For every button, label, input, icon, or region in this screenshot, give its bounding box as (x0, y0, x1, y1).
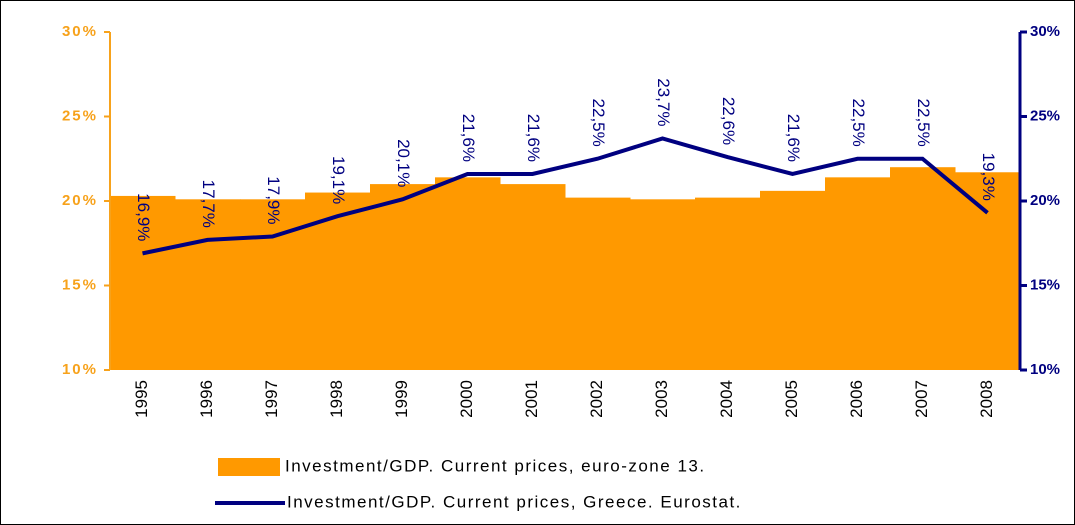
bar (760, 190, 826, 370)
x-tick-label: 2002 (587, 380, 606, 418)
value-label: 21,6% (524, 114, 543, 162)
legend-label: Investment/GDP. Current prices, euro-zon… (285, 456, 706, 475)
y-tick-label: 25% (62, 107, 98, 124)
x-tick-label: 1997 (262, 380, 281, 418)
y2-tick-label: 15% (1030, 276, 1060, 293)
x-tick-label: 1996 (197, 380, 216, 418)
bar (695, 197, 761, 370)
value-label: 21,6% (784, 114, 803, 162)
bar (890, 167, 956, 370)
legend-swatch (218, 458, 280, 476)
x-tick-label: 1999 (392, 380, 411, 418)
y-tick-label: 20% (62, 192, 98, 209)
value-label: 22,5% (589, 99, 608, 147)
bar (240, 199, 306, 370)
x-tick-label: 2006 (847, 380, 866, 418)
x-tick-label: 2007 (912, 380, 931, 418)
x-tick-label: 2001 (522, 380, 541, 418)
y-tick-label: 30% (62, 23, 98, 40)
y-tick-label: 10% (62, 361, 98, 378)
bar (175, 199, 241, 370)
x-tick-label: 2000 (457, 380, 476, 418)
bar (500, 184, 566, 370)
value-label: 19,1% (329, 156, 348, 204)
x-tick-label: 1995 (132, 380, 151, 418)
value-label: 22,5% (914, 99, 933, 147)
bar (305, 192, 371, 370)
x-tick-label: 2008 (977, 380, 996, 418)
x-tick-label: 2005 (782, 380, 801, 418)
y-tick-label: 15% (62, 276, 98, 293)
x-tick-label: 2004 (717, 380, 736, 418)
value-label: 16,9% (134, 193, 153, 241)
value-label: 22,6% (719, 97, 738, 145)
value-label: 20,1% (394, 139, 413, 187)
bar (435, 177, 501, 370)
line (142, 136, 989, 256)
value-label: 23,7% (654, 78, 673, 126)
y2-tick-label: 25% (1030, 107, 1060, 124)
value-label: 22,5% (849, 99, 868, 147)
value-label: 19,3% (979, 153, 998, 201)
legend-label: Investment/GDP. Current prices, Greece. … (287, 492, 742, 511)
y2-tick-label: 30% (1030, 23, 1060, 40)
y2-tick-label: 20% (1030, 192, 1060, 209)
x-tick-label: 2003 (652, 380, 671, 418)
value-label: 17,9% (264, 176, 283, 224)
bar (955, 172, 1021, 370)
bar (630, 199, 696, 370)
value-label: 21,6% (459, 114, 478, 162)
x-tick-label: 1998 (327, 380, 346, 418)
y2-tick-label: 10% (1030, 361, 1060, 378)
bar (565, 197, 631, 370)
bar (110, 195, 176, 370)
bar (370, 184, 436, 370)
bar (825, 177, 891, 370)
value-label: 17,7% (199, 180, 218, 228)
